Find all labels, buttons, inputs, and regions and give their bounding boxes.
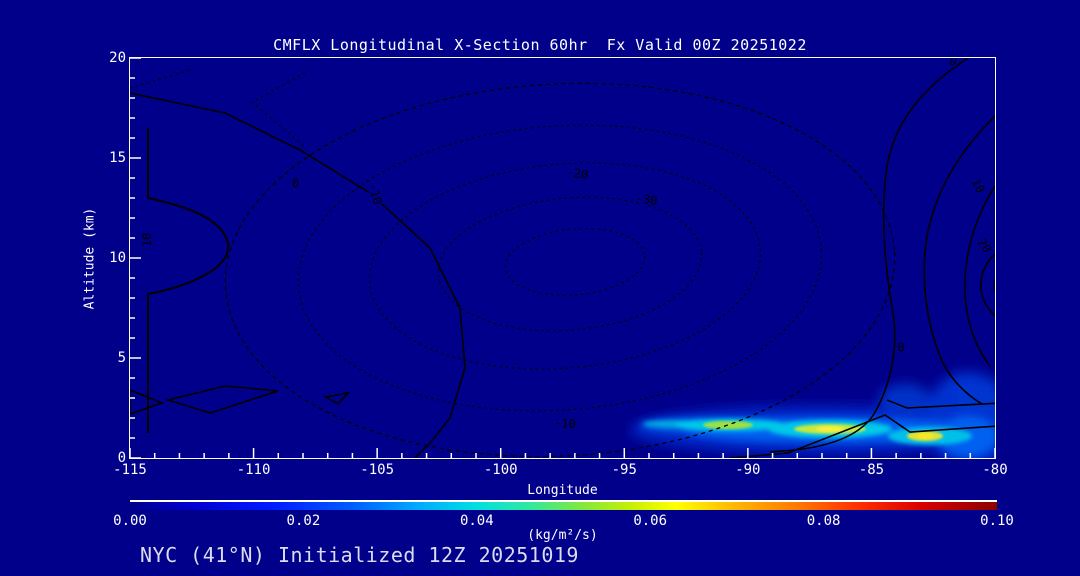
x-tick-label: -85: [858, 462, 885, 478]
y-axis-tick-labels: 0 5 10 15 20: [88, 50, 126, 466]
y-tick-label: 0: [117, 450, 126, 466]
y-tick-label: 5: [117, 350, 126, 366]
x-tick-label: -95: [611, 462, 637, 478]
colorbar-tick-label: 0.04: [459, 513, 494, 529]
x-tick-label: -105: [360, 462, 394, 478]
init-info-label: NYC (41°N) Initialized 12Z 20251019: [140, 543, 579, 567]
colorbar-tick-label: 0.00: [113, 513, 147, 529]
contour-label: 10: [969, 176, 988, 195]
contour-label: -10: [554, 416, 577, 432]
contour-label: -10: [366, 182, 385, 207]
shaded-plume: [630, 372, 995, 458]
colorbar-tick-labels: 0.00 0.02 0.04 0.06 0.08 0.10: [113, 513, 1014, 529]
chart-title: CMFLX Longitudinal X-Section 60hr Fx Val…: [273, 36, 807, 54]
contour-plot: 10 0 -10 -20 -30 -10 0 10 20 0: [130, 58, 995, 458]
plot-border: [129, 57, 996, 459]
x-axis-tick-labels: -115 -110 -105 -100 -95 -90 -85 -80: [113, 462, 1008, 478]
contour-value-labels: 10 0 -10 -20 -30 -10 0 10 20 0: [138, 58, 995, 433]
colorbar-tick-label: 0.06: [633, 513, 668, 529]
x-tick-label: -80: [982, 462, 1008, 478]
colorbar-gradient: [130, 500, 997, 510]
y-tick-label: 20: [109, 50, 126, 66]
colorbar-tick-label: 0.10: [980, 513, 1014, 529]
y-tick-label: 15: [109, 150, 126, 166]
y-tick-label: 10: [109, 250, 126, 266]
x-tick-label: -110: [236, 462, 271, 478]
contour-label: -30: [635, 191, 658, 208]
contour-label: 0: [947, 58, 959, 69]
contour-label: 0: [292, 177, 299, 191]
x-tick-label: -90: [735, 462, 761, 478]
contour-label: 10: [140, 233, 154, 247]
contour-label: 0: [897, 341, 904, 355]
x-tick-label: -100: [483, 462, 518, 478]
dashed-negative-contours: [130, 69, 896, 458]
x-axis-title: Longitude: [527, 483, 598, 498]
colorbar-tick-label: 0.08: [806, 513, 841, 529]
solid-positive-contours: [130, 58, 995, 458]
colorbar-tick-label: 0.02: [286, 513, 321, 529]
axis-ticks: [130, 58, 995, 458]
contour-label: -20: [566, 165, 589, 182]
x-tick-label: -115: [113, 462, 147, 478]
contour-label: 20: [974, 236, 994, 256]
colorbar-units-label: (kg/m²/s): [527, 528, 598, 543]
